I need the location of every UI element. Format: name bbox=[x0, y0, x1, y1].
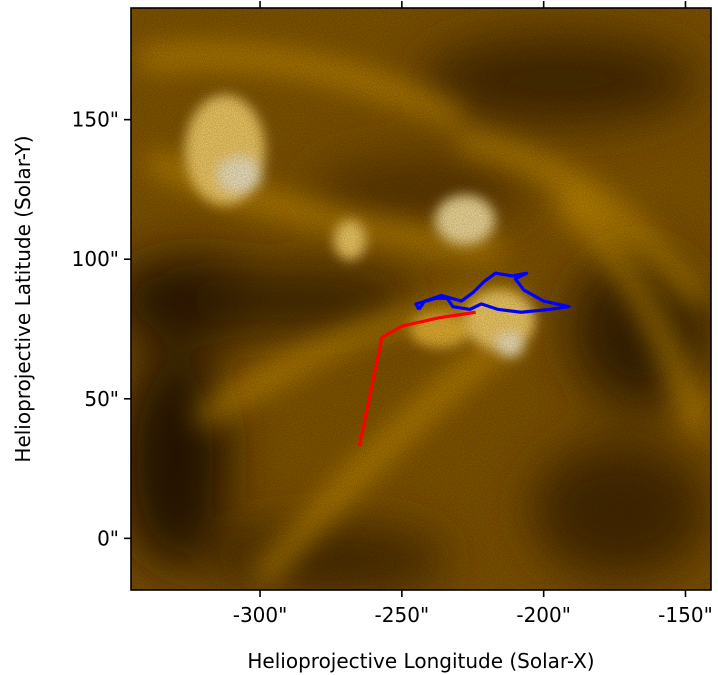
x-tick-label: -200" bbox=[516, 603, 571, 627]
x-tick-label: -300" bbox=[233, 603, 288, 627]
plot-frame bbox=[130, 7, 712, 591]
x-tick-label: -150" bbox=[658, 603, 713, 627]
x-tick-label: -250" bbox=[375, 603, 430, 627]
blue-contour-line bbox=[414, 271, 571, 314]
y-tick-label: 50" bbox=[84, 387, 119, 411]
red-path-line bbox=[357, 310, 476, 447]
y-axis-label: Helioprojective Latitude (Solar-Y) bbox=[11, 135, 35, 462]
x-axis-label: Helioprojective Longitude (Solar-X) bbox=[247, 649, 594, 673]
solar-image bbox=[131, 8, 711, 590]
overlays bbox=[357, 271, 571, 447]
y-tick-label: 0" bbox=[97, 526, 119, 550]
y-tick-label: 150" bbox=[72, 108, 119, 132]
axis-ticks: -300" -250" -200" -150" 0" 50" 100" 150" bbox=[72, 1, 713, 627]
y-tick-label: 100" bbox=[72, 247, 119, 271]
